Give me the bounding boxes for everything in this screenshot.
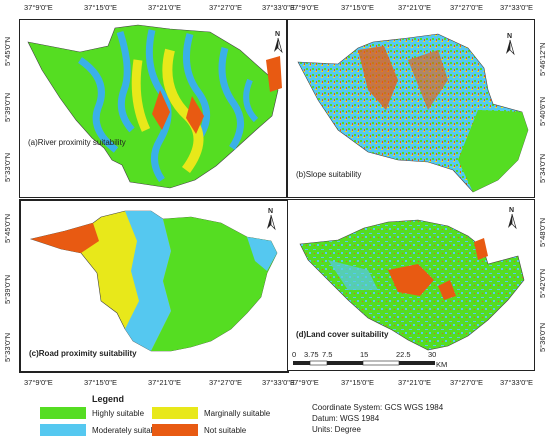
legend-label: Moderately suitable <box>92 425 162 435</box>
scale-label: 15 <box>360 350 369 359</box>
scale-unit: KM <box>436 360 448 369</box>
map-road-proximity <box>29 210 278 352</box>
legend-item-marginally-suitable: Marginally suitable <box>152 406 270 420</box>
lat-tick: 5°42'0"N <box>538 268 547 298</box>
scale-label: 30 <box>428 350 437 359</box>
lon-tick: 37°15'0"E <box>84 3 117 12</box>
lon-tick: 37°33'0"E <box>262 378 295 387</box>
scale-label: 0 <box>292 350 297 359</box>
lat-tick: 5°33'0"N <box>3 332 12 362</box>
panel-caption: (a)River proximity suitability <box>28 138 126 147</box>
map-land-cover <box>299 219 525 351</box>
lon-tick: 37°21'0"E <box>148 378 181 387</box>
north-arrow-icon: N <box>504 33 516 56</box>
lon-tick: 37°33'0"E <box>262 3 295 12</box>
coordinate-system: Coordinate System: GCS WGS 1984 <box>312 403 444 412</box>
lon-tick: 37°21'0"E <box>398 3 431 12</box>
legend-swatch <box>40 424 86 436</box>
lon-tick: 37°9'0"E <box>290 3 319 12</box>
lon-tick: 37°27'0"E <box>209 378 242 387</box>
panel-land-cover: (d)Land cover suitability N 0 3.75 7.5 1… <box>287 199 535 371</box>
legend-swatch <box>152 407 198 419</box>
lon-tick: 37°27'0"E <box>209 3 242 12</box>
lon-tick: 37°33'0"E <box>500 378 533 387</box>
north-label: N <box>509 207 515 214</box>
lat-tick: 5°40'6"N <box>538 96 547 126</box>
north-label: N <box>275 31 281 38</box>
lat-tick: 5°46'12"N <box>538 42 547 76</box>
lon-tick: 37°27'0"E <box>450 378 483 387</box>
legend-label: Highly suitable <box>92 408 145 418</box>
lon-tick: 37°9'0"E <box>24 378 53 387</box>
lon-tick: 37°27'0"E <box>450 3 483 12</box>
lon-tick: 37°21'0"E <box>148 3 181 12</box>
legend-title: Legend <box>92 394 125 404</box>
lat-tick: 5°39'0"N <box>3 274 12 304</box>
panel-river-proximity: (a)River proximity suitability N <box>19 19 287 198</box>
lat-tick: 5°45'0"N <box>3 213 12 243</box>
lat-tick: 5°33'0"N <box>3 152 12 182</box>
lat-tick: 5°36'0"N <box>538 322 547 352</box>
lat-tick: 5°48'0"N <box>538 217 547 247</box>
north-arrow-icon: N <box>272 31 284 54</box>
legend-item-not-suitable: Not suitable <box>152 423 246 437</box>
scale-label: 3.75 <box>304 350 319 359</box>
north-label: N <box>268 208 274 215</box>
legend-item-highly-suitable: Highly suitable <box>40 406 144 420</box>
panel-caption: (b)Slope suitability <box>296 170 362 179</box>
panel-caption: (d)Land cover suitability <box>296 330 389 339</box>
north-arrow-icon: N <box>265 208 277 231</box>
lon-tick: 37°21'0"E <box>398 378 431 387</box>
lon-tick: 37°33'0"E <box>500 3 533 12</box>
legend-swatch <box>40 407 86 419</box>
lon-tick: 37°9'0"E <box>290 378 319 387</box>
lon-tick: 37°15'0"E <box>341 378 374 387</box>
north-arrow-icon: N <box>506 207 518 230</box>
lat-tick: 5°34'0"N <box>538 153 547 183</box>
legend-item-moderately-suitable: Moderately suitable <box>40 423 161 437</box>
datum: Datum: WGS 1984 <box>312 414 380 423</box>
lon-tick: 37°15'0"E <box>84 378 117 387</box>
lat-tick: 5°45'0"N <box>3 36 12 66</box>
scale-label: 7.5 <box>322 350 333 359</box>
panel-slope: (b)Slope suitability N <box>287 19 535 198</box>
legend-label: Not suitable <box>204 425 247 435</box>
legend-label: Marginally suitable <box>204 408 271 418</box>
legend-swatch <box>152 424 198 436</box>
scale-label: 22.5 <box>396 350 411 359</box>
north-label: N <box>507 33 513 40</box>
lat-tick: 5°39'0"N <box>3 92 12 122</box>
lon-tick: 37°15'0"E <box>341 3 374 12</box>
map-river-proximity <box>27 24 282 189</box>
scale-bar: 0 3.75 7.5 15 22.5 30 KM <box>292 350 447 369</box>
lon-tick: 37°9'0"E <box>24 3 53 12</box>
map-slope <box>297 33 529 193</box>
panel-caption: (c)Road proximity suitability <box>29 349 137 358</box>
units: Units: Degree <box>312 425 361 434</box>
panel-road-proximity: (c)Road proximity suitability N <box>19 199 289 373</box>
